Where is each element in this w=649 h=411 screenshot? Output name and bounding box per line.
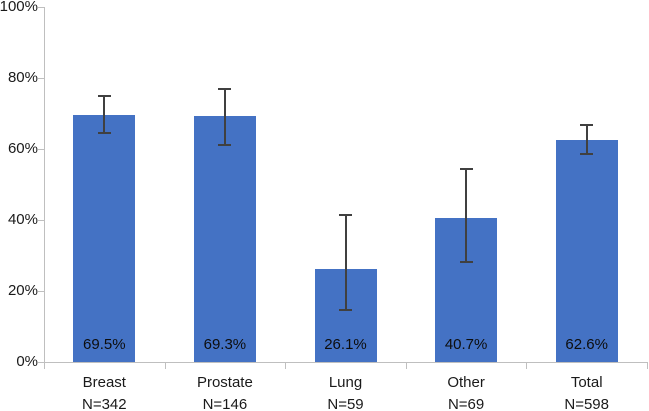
x-axis-tick <box>44 363 45 369</box>
error-bar-other <box>465 168 468 262</box>
x-axis-tick <box>285 363 287 369</box>
y-axis-tick <box>38 78 44 79</box>
category-n-label-other: N=69 <box>447 396 485 411</box>
y-axis-tick <box>38 291 44 292</box>
error-bar-cap-bottom <box>459 260 473 263</box>
category-label-total: Total <box>570 374 603 391</box>
y-axis-tick-label: 80% <box>7 69 38 86</box>
y-axis-tick-label: 60% <box>7 140 38 157</box>
x-axis-tick <box>526 363 528 369</box>
bar-value-label-lung: 26.1% <box>324 336 367 353</box>
y-axis-tick-label: 20% <box>7 282 38 299</box>
y-axis-tick <box>38 7 44 8</box>
error-bar-cap-bottom <box>218 143 232 146</box>
bar-value-label-other: 40.7% <box>444 336 488 353</box>
error-bar-prostate <box>223 88 226 145</box>
category-n-label-prostate: N=146 <box>202 396 248 411</box>
y-axis-tick <box>38 220 44 221</box>
bar-value-label-breast: 69.5% <box>83 336 126 353</box>
category-n-label-total: N=598 <box>564 396 609 411</box>
category-label-prostate: Prostate <box>196 374 253 391</box>
error-bar-cap-bottom <box>97 132 111 135</box>
category-label-other: Other <box>447 374 485 391</box>
error-bar-cap-bottom <box>580 152 594 155</box>
x-axis-tick <box>164 363 166 369</box>
bar-value-label-total: 62.6% <box>565 336 608 353</box>
y-axis-tick <box>38 149 44 150</box>
bar-breast <box>73 115 136 362</box>
error-bar-cap-top <box>459 167 473 170</box>
x-axis-tick <box>405 363 407 369</box>
error-bar-cap-top <box>339 214 352 217</box>
x-axis-tick <box>647 363 648 369</box>
y-axis-tick-label: 100% <box>0 0 38 15</box>
error-bar-cap-top <box>580 123 594 126</box>
error-bar-lung <box>344 215 347 310</box>
category-label-lung: Lung <box>328 374 363 391</box>
error-bar-cap-bottom <box>339 308 352 311</box>
category-n-label-lung: N=59 <box>327 396 364 411</box>
y-axis-tick <box>38 362 44 363</box>
category-label-breast: Breast <box>82 374 126 391</box>
bar-total <box>555 139 618 362</box>
error-bar-breast <box>103 95 106 134</box>
y-axis-tick-label: 40% <box>7 211 38 228</box>
y-axis-tick-label: 0% <box>16 353 38 370</box>
bar-value-label-prostate: 69.3% <box>203 336 247 353</box>
category-n-label-breast: N=342 <box>81 396 127 411</box>
error-bar-cap-top <box>97 94 111 97</box>
x-axis-line <box>44 362 648 363</box>
error-bar-total <box>585 124 588 154</box>
y-axis-line <box>44 7 45 363</box>
bar-prostate <box>193 115 256 362</box>
error-bar-cap-top <box>218 87 232 90</box>
